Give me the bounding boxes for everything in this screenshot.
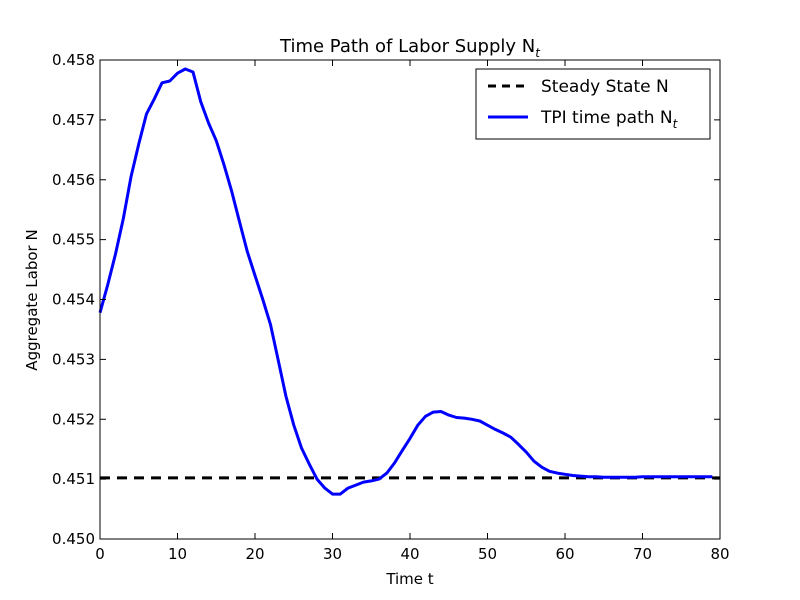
chart-title: Time Path of Labor Supply Nt	[279, 36, 541, 60]
y-tick-label: 0.457	[52, 111, 95, 129]
legend-box	[475, 68, 711, 140]
x-tick-label: 70	[633, 545, 652, 563]
legend-label-steady-state: Steady State N	[541, 77, 669, 97]
y-tick-label: 0.452	[52, 410, 95, 428]
legend: Steady State N TPI time path Nt	[475, 68, 711, 140]
x-tick-label: 10	[168, 545, 187, 563]
x-axis-label: Time t	[385, 570, 433, 588]
y-tick-label: 0.453	[52, 350, 95, 368]
y-tick-label: 0.455	[52, 231, 95, 249]
x-tick-label: 50	[478, 545, 497, 563]
y-axis-label: Aggregate Labor N	[23, 229, 41, 370]
plot-border	[99, 59, 721, 540]
x-tick-label: 0	[95, 545, 105, 563]
y-tick-label: 0.458	[52, 51, 95, 69]
y-tick-label: 0.454	[52, 291, 95, 309]
x-tick-label: 60	[555, 545, 574, 563]
series-layer	[98, 67, 720, 496]
axes: 0 10 20 30 40 50 60 70 80 0.450 0.451 0.452 0.453 0.4…	[52, 51, 730, 563]
y-tick-label: 0.456	[52, 171, 95, 189]
legend-label-tpi: TPI time path Nt	[540, 108, 679, 131]
x-tick-label: 40	[400, 545, 419, 563]
plot-area	[100, 60, 720, 539]
y-tick-label: 0.451	[52, 470, 95, 488]
y-tick-label: 0.450	[52, 530, 95, 548]
x-tick-label: 30	[323, 545, 342, 563]
x-tick-label: 20	[245, 545, 264, 563]
x-tick-label: 80	[710, 545, 729, 563]
series-tpi-time-path-line	[98, 67, 713, 496]
